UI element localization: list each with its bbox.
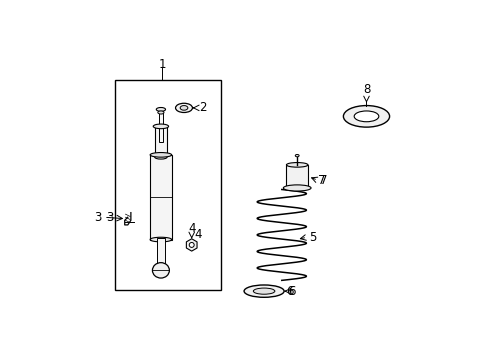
Bar bbox=[150, 155, 171, 239]
Text: 3: 3 bbox=[94, 211, 102, 224]
Bar bbox=[158, 111, 163, 142]
Bar bbox=[115, 80, 221, 289]
Bar bbox=[157, 238, 164, 265]
Circle shape bbox=[189, 243, 194, 247]
Ellipse shape bbox=[353, 111, 378, 122]
Ellipse shape bbox=[150, 237, 171, 242]
Ellipse shape bbox=[283, 185, 310, 191]
Text: 6: 6 bbox=[287, 285, 295, 298]
Ellipse shape bbox=[295, 154, 299, 157]
Text: 6: 6 bbox=[285, 285, 292, 298]
Ellipse shape bbox=[153, 124, 168, 129]
Bar bbox=[286, 165, 307, 188]
Ellipse shape bbox=[152, 263, 169, 278]
Text: 4: 4 bbox=[187, 222, 195, 235]
Ellipse shape bbox=[253, 288, 274, 294]
Ellipse shape bbox=[175, 103, 192, 112]
Ellipse shape bbox=[150, 153, 171, 157]
Text: 5: 5 bbox=[309, 231, 316, 244]
Text: 4: 4 bbox=[194, 229, 201, 242]
Ellipse shape bbox=[156, 108, 165, 111]
Text: 2: 2 bbox=[199, 102, 206, 114]
Bar bbox=[154, 126, 167, 157]
Ellipse shape bbox=[286, 163, 307, 167]
Text: 3: 3 bbox=[106, 211, 113, 224]
Text: 7: 7 bbox=[317, 174, 325, 187]
Text: 7: 7 bbox=[320, 174, 327, 187]
Text: 8: 8 bbox=[362, 83, 369, 96]
Ellipse shape bbox=[244, 285, 284, 297]
Text: 1: 1 bbox=[159, 58, 166, 71]
Polygon shape bbox=[186, 239, 197, 251]
Ellipse shape bbox=[343, 105, 389, 127]
Ellipse shape bbox=[180, 105, 187, 110]
Ellipse shape bbox=[154, 155, 167, 159]
Ellipse shape bbox=[158, 111, 163, 114]
